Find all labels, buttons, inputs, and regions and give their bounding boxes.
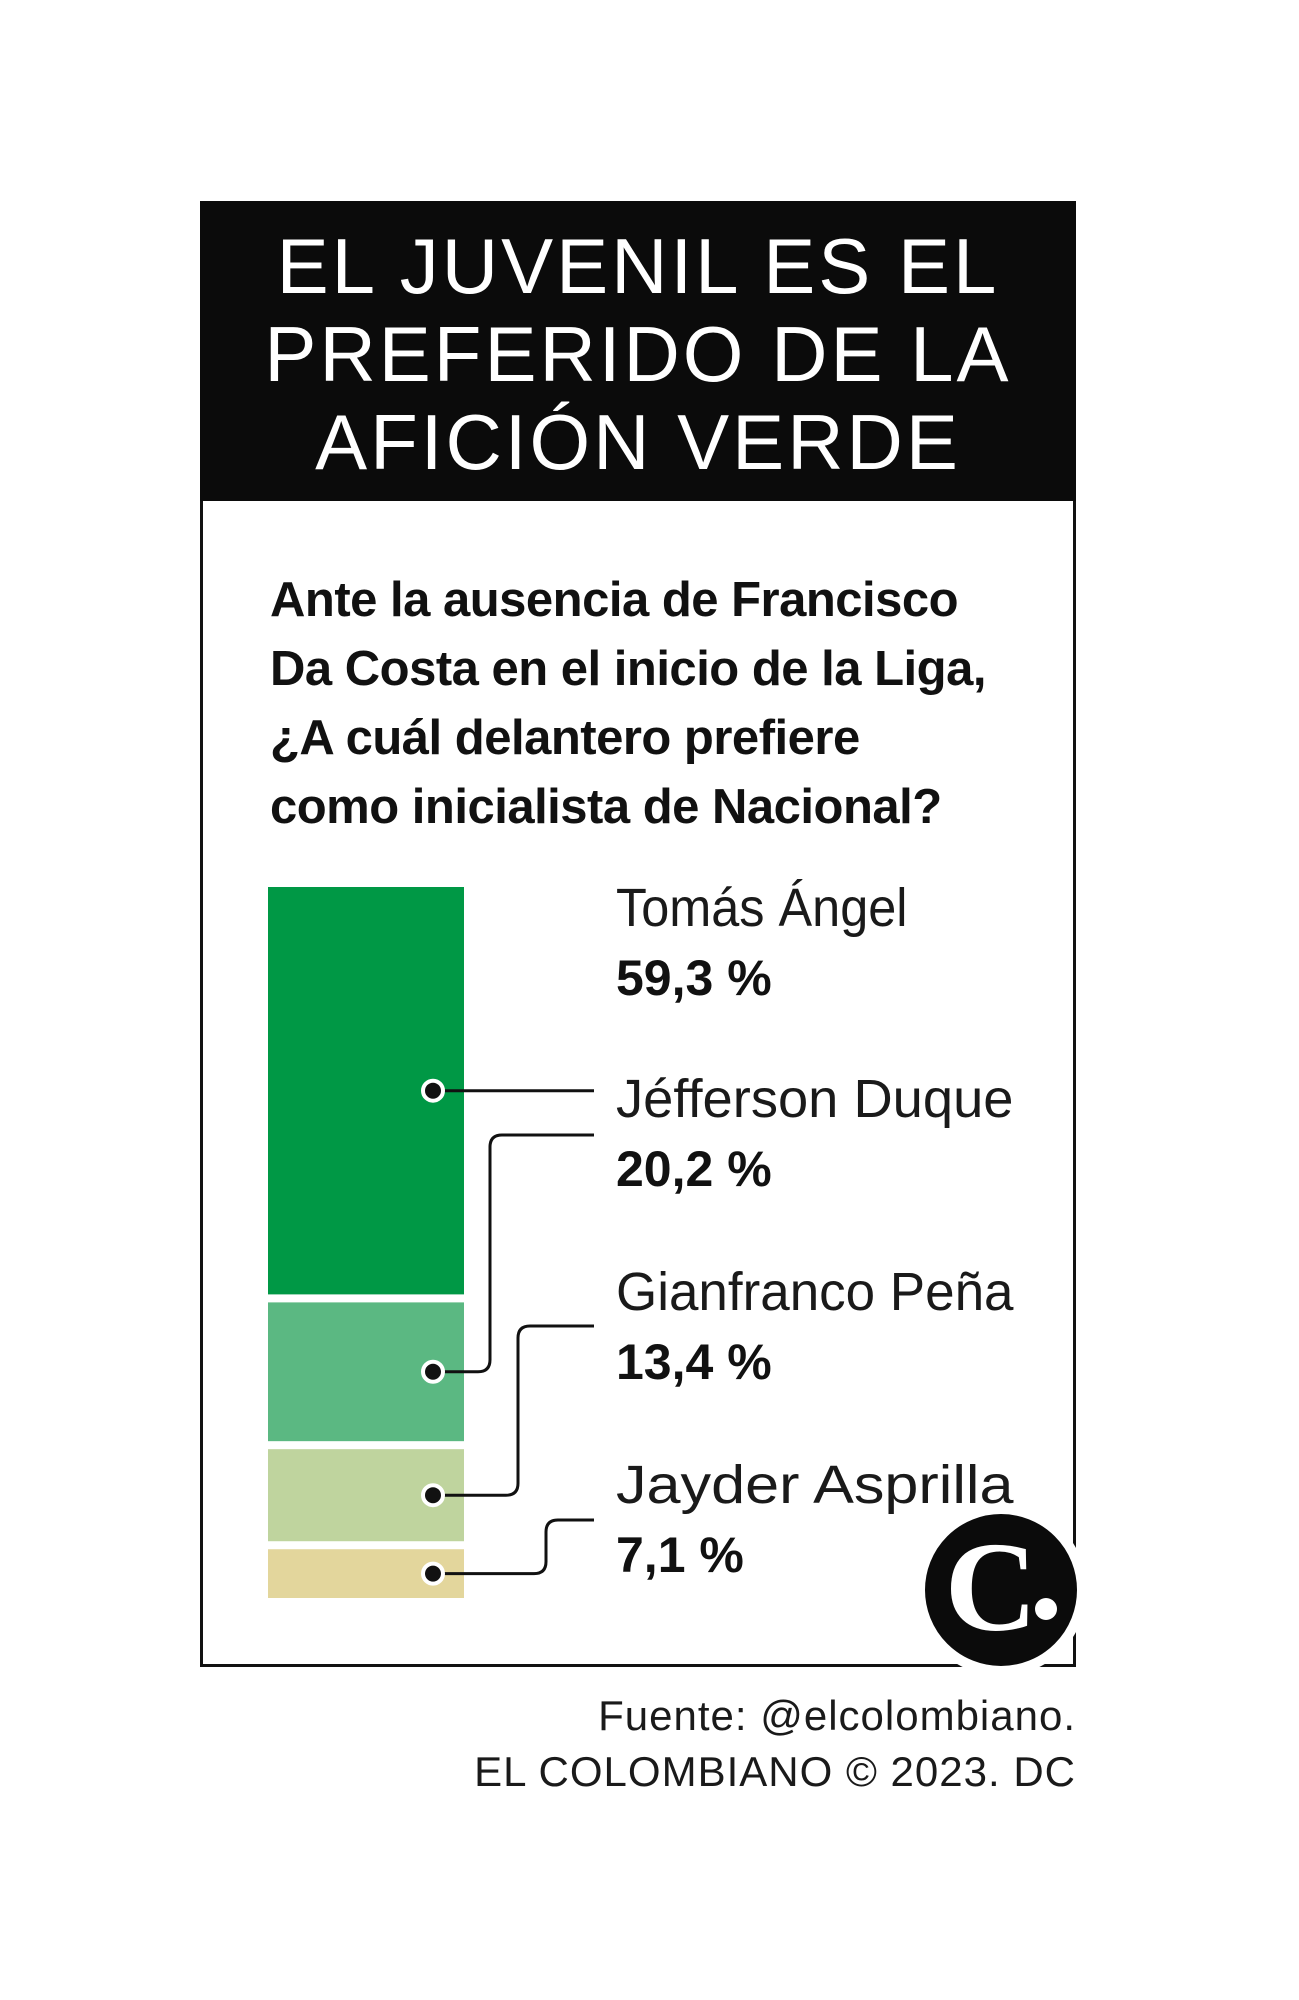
value-label-4: 7,1 % — [616, 1527, 744, 1583]
leader-dot-4 — [421, 1561, 445, 1586]
leader-line-4 — [433, 1518, 594, 1576]
title-line-2: PREFERIDO DE LA — [264, 310, 1012, 398]
leader-line-2 — [433, 1133, 594, 1374]
question-line-2: Da Costa en el inicio de la Liga, — [270, 642, 986, 696]
survey-question: Ante la ausencia de Francisco Da Costa e… — [270, 566, 1030, 842]
el-colombiano-logo: C — [915, 1504, 1087, 1676]
value-label-2: 20,2 % — [616, 1141, 772, 1197]
logo-letter: C — [944, 1516, 1038, 1658]
question-line-1: Ante la ausencia de Francisco — [270, 573, 959, 627]
leader-dot-1 — [421, 1078, 445, 1103]
leader-line-3 — [433, 1324, 594, 1497]
category-label-3: Gianfranco Peña — [616, 1262, 1014, 1322]
leader-dot-3 — [421, 1483, 445, 1508]
value-label-1: 59,3 % — [616, 950, 772, 1006]
category-label-1: Tomás Ángel — [616, 878, 908, 938]
value-label-3: 13,4 % — [616, 1334, 772, 1390]
logo-dot — [1035, 1598, 1058, 1620]
title-line-1: EL JUVENIL ES EL — [276, 222, 1000, 310]
category-label-2: Jéfferson Duque — [616, 1069, 1014, 1129]
copyright-text: EL COLOMBIANO © 2023. DC — [474, 1748, 1076, 1795]
category-label-4: Jayder Asprilla — [616, 1455, 1015, 1515]
question-line-4: como inicialista de Nacional? — [270, 780, 942, 834]
source-text: Fuente: @elcolombiano. — [598, 1692, 1076, 1739]
title-banner: EL JUVENIL ES EL PREFERIDO DE LA AFICIÓN… — [200, 201, 1076, 501]
footer-credits: Fuente: @elcolombiano. EL COLOMBIANO © 2… — [474, 1688, 1076, 1800]
title-line-3: AFICIÓN VERDE — [315, 398, 961, 486]
leader-dot-2 — [421, 1359, 445, 1384]
question-line-3: ¿A cuál delantero prefiere — [270, 711, 860, 765]
